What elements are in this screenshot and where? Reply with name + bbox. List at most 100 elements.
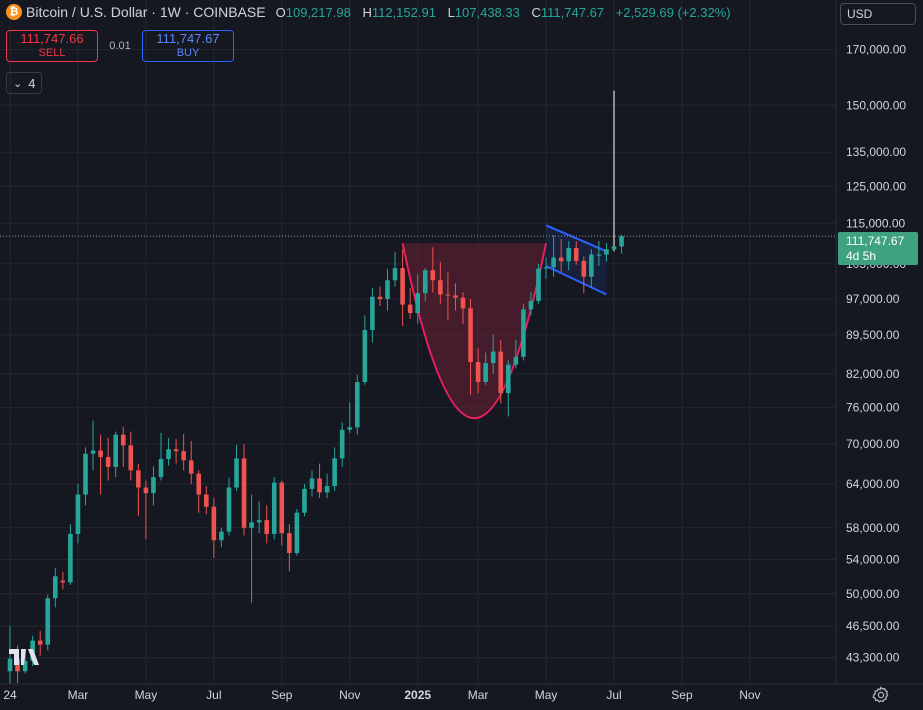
candle-body <box>475 362 481 382</box>
y-tick-label: 115,000.00 <box>846 216 905 230</box>
close-key: C <box>531 4 541 20</box>
candle-body <box>581 260 587 277</box>
candle-body <box>75 494 81 534</box>
candle-body <box>37 640 43 645</box>
y-tick-label: 54,000.00 <box>846 553 900 567</box>
candle-body <box>143 487 149 494</box>
candle-body <box>136 470 141 488</box>
y-tick-label: 46,500.00 <box>846 619 900 633</box>
candle-body <box>392 268 398 281</box>
candle-body <box>45 598 51 645</box>
candle-body <box>400 268 405 305</box>
x-tick-label: Sep <box>671 688 693 702</box>
low-key: L <box>447 4 455 20</box>
y-tick-label: 50,000.00 <box>846 587 900 601</box>
candle-body <box>302 488 307 513</box>
y-tick-label: 125,000.00 <box>846 179 906 193</box>
y-tick-label: 76,000.00 <box>846 401 900 415</box>
candle-body <box>120 434 126 446</box>
sell-button[interactable]: 111,747.66 SELL <box>6 30 98 62</box>
indicators-toggle[interactable]: ⌄ 4 <box>6 72 43 94</box>
candle-body <box>347 427 353 430</box>
candle-body <box>271 482 277 534</box>
candle-body <box>188 460 194 474</box>
candle-body <box>460 297 466 309</box>
candle-body <box>98 450 103 458</box>
candle-body <box>324 486 330 493</box>
symbol-title[interactable]: Bitcoin / U.S. Dollar · 1W · COINBASE <box>26 4 266 20</box>
candle-body <box>596 254 602 256</box>
trade-panel: 111,747.66 SELL 0.01 111,747.67 BUY <box>6 30 234 62</box>
candle-body <box>105 457 111 467</box>
candle-body <box>317 478 322 493</box>
candle-body <box>377 296 383 300</box>
buy-button[interactable]: 111,747.67 BUY <box>142 30 234 62</box>
candle-body <box>309 478 315 489</box>
x-tick-label: 2025 <box>404 688 431 702</box>
candle-body <box>558 257 564 262</box>
candle-body <box>528 300 534 310</box>
cup-curve <box>401 242 548 419</box>
candle-body <box>430 270 436 281</box>
price-axis[interactable]: 170,000.00 150,000.00 135,000.00 125,000.00… <box>846 43 906 665</box>
y-tick-label: 89,500.00 <box>846 328 900 342</box>
candle-body <box>196 473 202 495</box>
high-value: 112,152.91 <box>371 4 436 20</box>
candle-body <box>422 270 428 294</box>
symbol-legend: ₿ Bitcoin / U.S. Dollar · 1W · COINBASE … <box>6 4 739 20</box>
candle-body <box>60 580 66 583</box>
candle-body <box>113 434 118 467</box>
spread-value: 0.01 <box>109 40 131 52</box>
currency-selector[interactable]: USD <box>840 3 916 25</box>
candle-body <box>294 512 300 553</box>
candle-body <box>264 520 269 534</box>
candle-body <box>332 458 337 487</box>
candle-body <box>385 280 390 300</box>
time-axis[interactable]: 24 Mar May Jul Sep Nov 2025 Mar May Jul Sep Nov <box>3 688 760 702</box>
buy-price: 111,747.67 <box>156 31 220 46</box>
candle-body <box>513 356 519 365</box>
candle-body <box>287 533 292 553</box>
x-tick-label: Sep <box>271 688 293 702</box>
open-value: 109,217.98 <box>285 4 351 20</box>
candle-body <box>158 458 164 478</box>
x-tick-label: 24 <box>3 688 17 702</box>
candle-body <box>7 658 13 672</box>
candle-body <box>128 445 134 471</box>
candles <box>7 90 624 685</box>
x-tick-label: Mar <box>68 688 89 702</box>
candle-body <box>53 576 58 599</box>
candle-body <box>279 482 285 534</box>
candle-body <box>543 267 549 269</box>
bar-countdown: 4d 5h <box>846 249 877 263</box>
candle-body <box>370 296 375 330</box>
tradingview-logo <box>9 648 39 671</box>
candle-body <box>589 254 594 277</box>
candle-body <box>506 364 511 394</box>
candle-body <box>15 658 20 672</box>
candle-body <box>241 458 247 528</box>
candle-body <box>204 494 209 507</box>
candle-body <box>173 449 179 452</box>
x-tick-label: Jul <box>206 688 221 702</box>
change-value: +2,529.69 (+2.32%) <box>615 4 731 20</box>
ohlc-values: O109,217.98 H112,152.91 L107,438.33 C111… <box>276 5 739 20</box>
y-tick-label: 97,000.00 <box>846 292 900 306</box>
chevron-down-icon: ⌄ <box>13 77 23 90</box>
x-tick-label: May <box>535 688 558 702</box>
candle-body <box>468 308 473 363</box>
candle-body <box>219 531 224 541</box>
open-key: O <box>275 4 286 20</box>
x-tick-label: Jul <box>606 688 621 702</box>
candle-body <box>407 304 413 314</box>
candle-body <box>181 451 186 461</box>
candle-body <box>362 329 368 382</box>
flag-lower-line <box>545 265 607 296</box>
gear-icon[interactable] <box>872 686 890 704</box>
candle-body <box>22 660 28 672</box>
indicator-count: 4 <box>28 75 36 91</box>
low-value: 107,438.33 <box>454 4 520 20</box>
y-tick-label: 150,000.00 <box>846 98 906 112</box>
candle-body <box>68 533 73 583</box>
